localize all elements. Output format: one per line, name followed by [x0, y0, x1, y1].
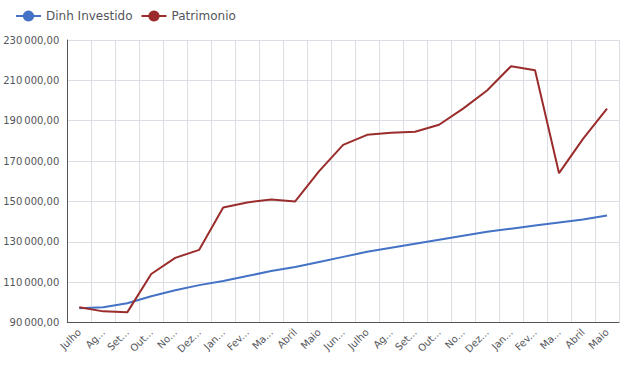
- svg-text:Maio: Maio: [299, 327, 323, 351]
- svg-text:150 000,00: 150 000,00: [3, 196, 59, 207]
- svg-text:Dez...: Dez...: [463, 327, 491, 355]
- svg-text:Out...: Out...: [128, 327, 155, 354]
- svg-text:Ag...: Ag...: [371, 327, 395, 351]
- svg-text:Jan...: Jan...: [489, 327, 515, 353]
- svg-text:Ma...: Ma...: [538, 327, 563, 352]
- svg-text:210 000,00: 210 000,00: [3, 75, 59, 86]
- svg-text:Julho: Julho: [345, 327, 371, 353]
- svg-text:Jan...: Jan...: [201, 327, 227, 353]
- svg-text:Abril: Abril: [563, 327, 587, 351]
- svg-text:Out...: Out...: [416, 327, 443, 354]
- svg-text:110 000,00: 110 000,00: [3, 277, 59, 288]
- svg-text:Ag...: Ag...: [83, 327, 107, 351]
- svg-text:Julho: Julho: [57, 327, 83, 353]
- svg-text:No...: No...: [443, 326, 467, 351]
- svg-text:Fev...: Fev...: [225, 327, 251, 353]
- svg-text:Dez...: Dez...: [175, 327, 203, 355]
- svg-text:Jun...: Jun...: [321, 327, 347, 353]
- svg-text:Ma...: Ma...: [250, 327, 275, 352]
- svg-text:Set...: Set...: [105, 327, 131, 353]
- svg-text:190 000,00: 190 000,00: [3, 115, 59, 126]
- svg-text:130 000,00: 130 000,00: [3, 236, 59, 247]
- svg-text:170 000,00: 170 000,00: [3, 156, 59, 167]
- svg-text:Dinh Investido: Dinh Investido: [46, 9, 132, 23]
- svg-text:Set...: Set...: [393, 327, 419, 353]
- svg-text:No...: No...: [155, 326, 180, 351]
- svg-text:90 000,00: 90 000,00: [10, 317, 60, 328]
- svg-text:Patrimonio: Patrimonio: [171, 9, 235, 23]
- svg-text:Fev...: Fev...: [513, 327, 539, 353]
- svg-text:Abril: Abril: [275, 327, 299, 351]
- svg-text:230 000,00: 230 000,00: [3, 35, 59, 46]
- svg-text:Maio: Maio: [586, 327, 610, 351]
